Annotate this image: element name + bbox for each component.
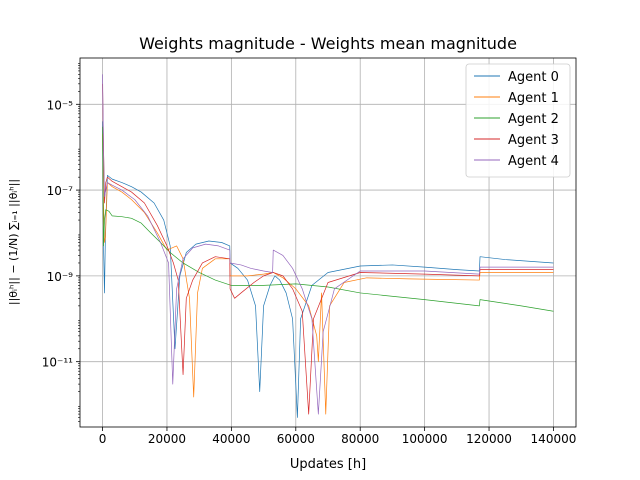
x-tick-label: 120000 [466, 432, 512, 446]
series-layer [102, 74, 554, 418]
y-tick-label: 10⁻⁵ [47, 98, 74, 112]
legend-label: Agent 0 [508, 70, 559, 85]
x-axis-label: Updates [h] [290, 457, 366, 472]
series-line-agent-3 [102, 83, 554, 415]
y-tick-label: 10⁻⁹ [47, 270, 74, 284]
chart-title: Weights magnitude - Weights mean magnitu… [139, 34, 517, 53]
legend-box [465, 63, 571, 178]
x-tick-label: 100000 [402, 432, 448, 446]
legend-label: Agent 4 [508, 154, 559, 169]
x-tick-label: 20000 [148, 432, 186, 446]
x-tick-label: 80000 [341, 432, 379, 446]
x-tick-label: 60000 [277, 432, 315, 446]
legend-label: Agent 2 [508, 112, 559, 127]
series-line-agent-0 [102, 121, 554, 418]
series-line-agent-4 [102, 74, 554, 415]
x-tick-label: 40000 [212, 432, 250, 446]
legend-label: Agent 1 [508, 91, 559, 106]
legend-label: Agent 3 [508, 133, 559, 148]
y-axis: 10⁻¹¹ 10⁻⁹ 10⁻⁷ 10⁻⁵ [42, 63, 80, 422]
series-line-agent-2 [102, 126, 554, 312]
x-tick-label: 0 [99, 432, 107, 446]
y-tick-label: 10⁻¹¹ [42, 356, 73, 370]
y-tick-label: 10⁻⁷ [47, 184, 74, 198]
x-tick-label: 140000 [531, 432, 577, 446]
y-axis-label: ||θᵢʰ|| − (1/N) ∑ᵢ₌₁ ||θᵢʰ|| [7, 179, 20, 305]
legend: Agent 0 Agent 1 Agent 2 Agent 3 Agent 4 [465, 63, 571, 178]
x-axis: 0 20000 40000 60000 80000 100000 120000 140000 [99, 427, 577, 446]
